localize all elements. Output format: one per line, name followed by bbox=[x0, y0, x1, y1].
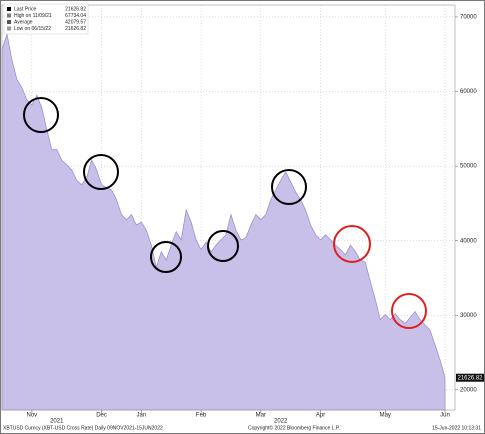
legend-swatch bbox=[7, 26, 11, 31]
x-tick-label: Mar bbox=[256, 413, 266, 419]
y-tick-label: 40000 bbox=[460, 238, 477, 244]
footer-right: 15-Jun-2022 10:13:31 bbox=[432, 425, 481, 431]
x-tick-label: Feb bbox=[196, 413, 207, 419]
y-tick-label: 50000 bbox=[460, 164, 477, 170]
plot-border bbox=[1, 4, 456, 411]
legend-value: 21626.82 bbox=[65, 6, 86, 12]
footer-center: Copyright© 2022 Bloomberg Finance L.P. bbox=[248, 424, 340, 431]
circle bbox=[207, 230, 239, 262]
legend-name: High on 11/09/21 bbox=[14, 13, 52, 19]
circle bbox=[391, 293, 427, 329]
circle bbox=[23, 97, 59, 133]
last-price-label: 21626.82 bbox=[457, 375, 483, 381]
legend: Last Price 21626.82 High on 11/09/21 67734.… bbox=[7, 6, 86, 32]
legend-swatch bbox=[7, 20, 11, 24]
x-tick-label: Nov bbox=[27, 413, 38, 419]
legend-box bbox=[3, 3, 89, 35]
area bbox=[1, 33, 446, 411]
x-tick-label: Dec bbox=[96, 413, 107, 419]
y-tick-label: 60000 bbox=[460, 89, 477, 95]
annotations bbox=[23, 97, 427, 329]
circle bbox=[271, 169, 307, 205]
legend-swatch bbox=[7, 7, 11, 11]
last-price-tag bbox=[456, 373, 484, 382]
x-tick-label: Apr bbox=[316, 413, 325, 419]
legend-name: Low on 06/15/22 bbox=[14, 26, 51, 32]
legend-value: 21626.82 bbox=[65, 26, 86, 32]
legend-value: 67734.04 bbox=[65, 13, 86, 19]
circle bbox=[150, 241, 182, 273]
circle bbox=[83, 154, 119, 190]
circle bbox=[333, 225, 371, 263]
footer-left: XBTUSD Curncy (XBT-USD Cross Rate) Daily… bbox=[3, 425, 163, 431]
year-label: 2022 bbox=[274, 419, 288, 425]
legend-name: Average bbox=[14, 19, 33, 25]
legend-swatch bbox=[7, 13, 11, 18]
y-tick-label: 30000 bbox=[460, 313, 477, 319]
y-tick-label: 70000 bbox=[460, 15, 477, 21]
legend-value: 42079.57 bbox=[65, 19, 86, 25]
x-tick-label: Jun bbox=[440, 413, 450, 419]
year-label: 2021 bbox=[50, 419, 64, 425]
y-tick-label: 20000 bbox=[460, 387, 477, 393]
x-tick-label: Jan bbox=[137, 413, 147, 419]
x-tick-label: May bbox=[380, 413, 391, 419]
legend-name: Last Price bbox=[14, 6, 36, 12]
